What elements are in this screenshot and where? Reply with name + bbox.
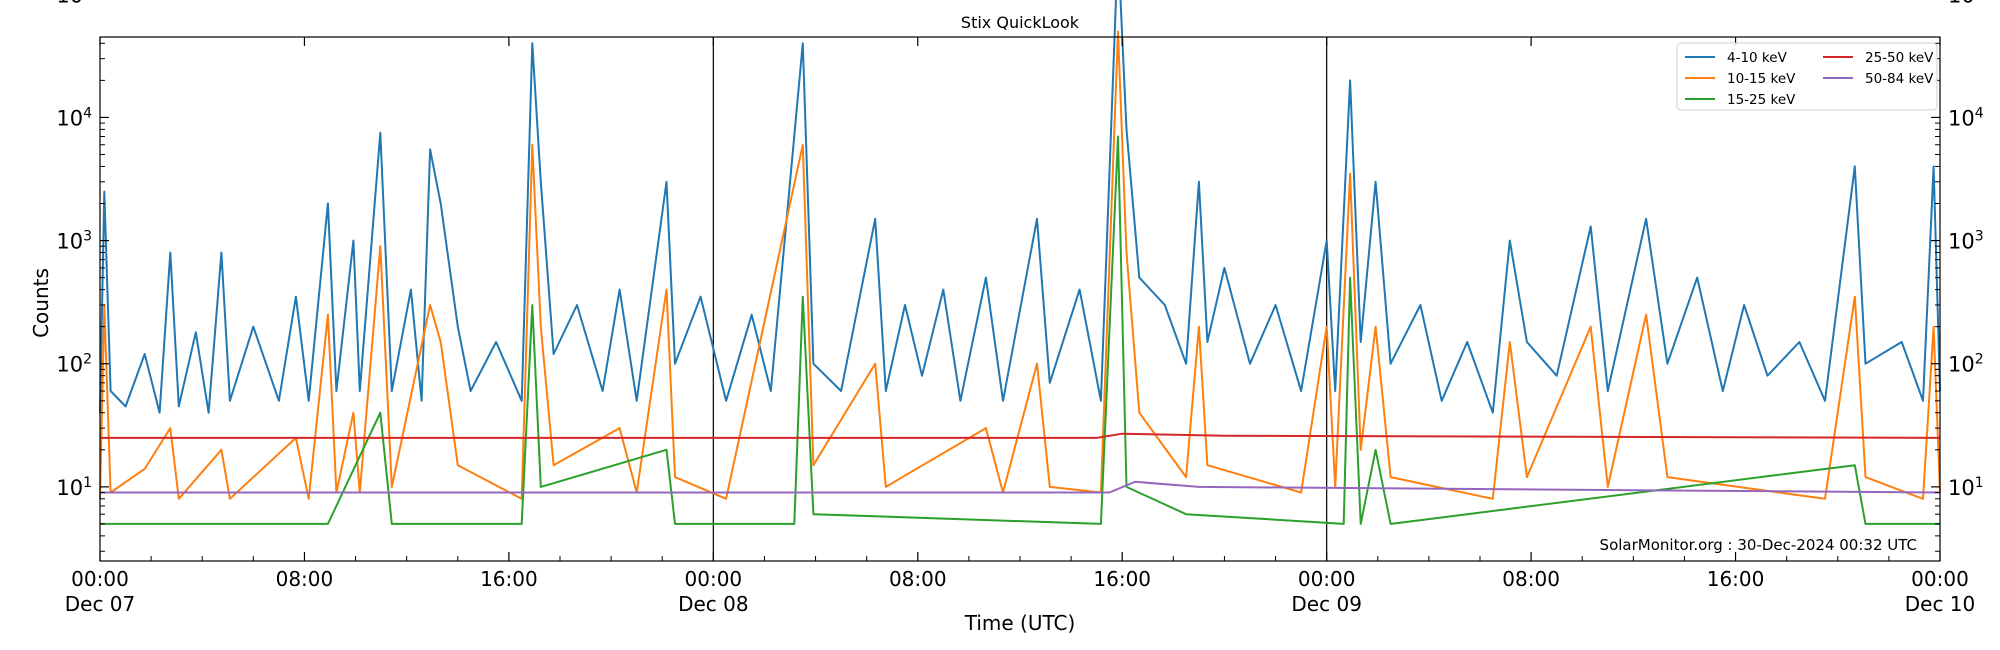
watermark-annotation: SolarMonitor.org : 30-Dec-2024 00:32 UTC: [1600, 536, 1917, 554]
x-tick-label-0: 00:00: [71, 567, 129, 591]
legend-box: [1676, 42, 1938, 111]
x-axis-label: Time (UTC): [964, 611, 1076, 635]
x-tick-label-7: 08:00: [1502, 567, 1560, 591]
chart-title: Stix QuickLook: [961, 13, 1080, 32]
x-tick-label-8: 16:00: [1707, 567, 1765, 591]
x-tick-sublabel-9: Dec 10: [1905, 592, 1976, 616]
y-tick-label-left-3: 104: [56, 105, 92, 130]
y-tick-label-left-0: 101: [56, 475, 92, 500]
legend: 4-10 keV 10-15 keV 15-25 keV 25-50 keV 50-84…: [1676, 42, 1938, 111]
legend-label-0: 4-10 keV: [1727, 50, 1788, 66]
x-tick-label-3: 00:00: [685, 567, 743, 591]
legend-label-1: 10-15 keV: [1727, 71, 1796, 87]
legend-label-3: 25-50 keV: [1865, 50, 1934, 66]
x-tick-label-5: 16:00: [1093, 567, 1151, 591]
y-tick-label-left-2: 103: [56, 229, 92, 254]
legend-label-2: 15-25 keV: [1727, 92, 1796, 108]
series-line-0: [99, 0, 1941, 414]
x-tick-sublabel-3: Dec 08: [678, 592, 749, 616]
y-tick-label-right-0: 101: [1948, 475, 1984, 500]
x-tick-sublabel-6: Dec 09: [1291, 592, 1362, 616]
series-line-4: [100, 480, 1941, 494]
series-line-3: [100, 432, 1941, 439]
y-tick-label-left-1: 102: [56, 352, 92, 377]
series-line-1: [99, 30, 1941, 500]
x-tick-sublabel-0: Dec 07: [65, 592, 136, 616]
x-tick-label-2: 16:00: [480, 567, 538, 591]
x-tick-label-6: 00:00: [1298, 567, 1356, 591]
x-tick-label-9: 00:00: [1911, 567, 1969, 591]
plot-layer: [99, 0, 1941, 561]
y-tick-label-right-4: 105: [1948, 0, 1984, 7]
x-tick-label-1: 08:00: [276, 567, 334, 591]
series-line-2: [100, 135, 1940, 525]
y-tick-label-right-2: 103: [1948, 229, 1984, 254]
legend-label-4: 50-84 keV: [1865, 71, 1934, 87]
y-tick-label-right-3: 104: [1948, 105, 1984, 130]
y-axis-label: Counts: [29, 268, 53, 338]
y-tick-label-left-4: 105: [56, 0, 92, 7]
x-tick-label-4: 08:00: [889, 567, 947, 591]
y-tick-label-right-1: 102: [1948, 352, 1984, 377]
